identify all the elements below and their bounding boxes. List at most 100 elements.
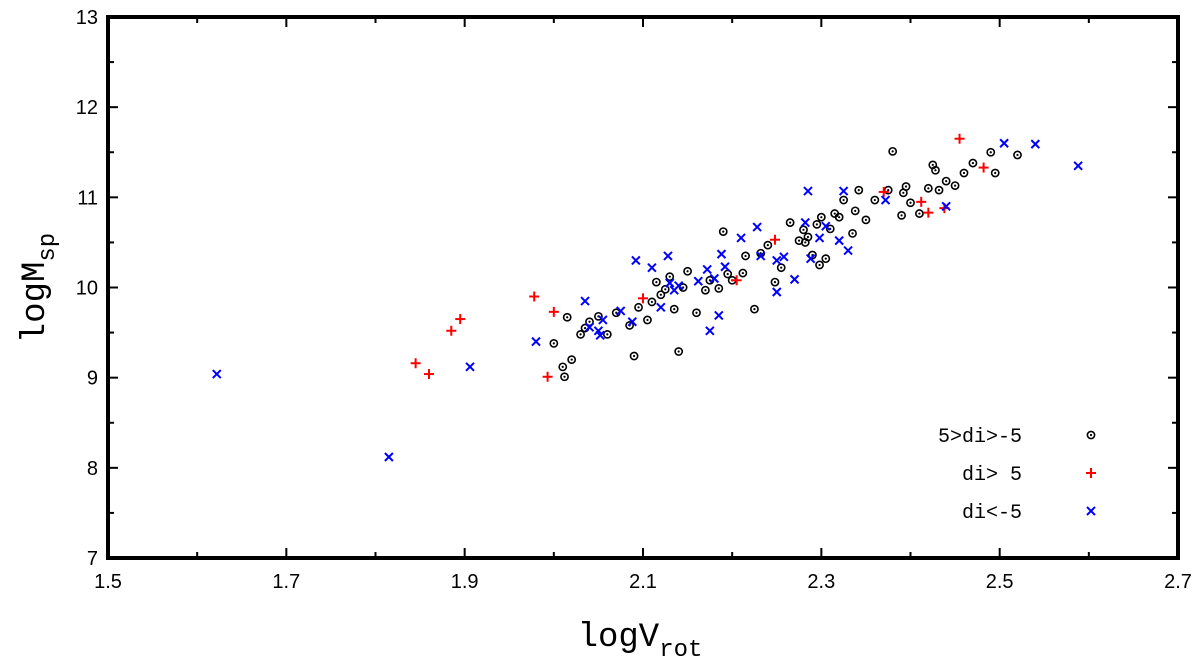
data-point — [643, 315, 652, 325]
data-point — [789, 274, 800, 285]
data-point — [803, 186, 813, 196]
data-point — [656, 290, 666, 300]
data-point — [665, 278, 675, 288]
data-point — [821, 221, 831, 231]
data-point — [465, 362, 475, 372]
legend: 5>di>-5 di> 5 di<-5 — [938, 426, 1096, 525]
data-point — [880, 195, 891, 205]
data-point — [870, 195, 880, 205]
data-point — [602, 329, 612, 339]
data-point — [816, 212, 826, 222]
data-point — [888, 146, 898, 156]
data-point — [542, 371, 553, 382]
data-point — [923, 207, 934, 218]
data-point — [769, 234, 780, 245]
data-point — [714, 310, 724, 321]
y-tick-label: 8 — [87, 458, 98, 480]
data-point — [529, 291, 540, 302]
data-point — [785, 218, 795, 227]
y-tick-label: 12 — [76, 97, 98, 119]
data-point — [850, 206, 860, 216]
y-tick-label: 7 — [87, 548, 98, 570]
data-point — [776, 263, 786, 273]
data-point — [978, 162, 989, 173]
data-point — [916, 196, 927, 207]
data-point — [803, 232, 813, 242]
x-tick-label: 1.7 — [272, 571, 300, 593]
tick-labels: 1.5 1.7 1.9 2.1 2.3 2.5 2.7 7 8 9 10 11 12 13 — [76, 7, 1192, 593]
data-point — [424, 369, 434, 380]
data-point — [656, 302, 666, 313]
data-point — [718, 227, 728, 236]
data-point — [838, 186, 849, 196]
data-point — [720, 262, 730, 272]
data-point — [800, 217, 810, 228]
data-point — [772, 255, 782, 266]
data-point — [212, 369, 222, 379]
data-point — [812, 219, 822, 229]
data-point — [693, 276, 703, 286]
data-point — [446, 325, 457, 336]
data-point — [834, 212, 844, 222]
data-point — [999, 138, 1009, 148]
y-axis-title: logMsp — [17, 233, 62, 343]
data-point — [986, 147, 996, 157]
data-point — [595, 330, 605, 340]
legend-marker — [1086, 468, 1096, 478]
data-point — [714, 284, 724, 293]
x-axis-title: logVrot — [578, 619, 703, 662]
x-tick-label: 1.5 — [94, 571, 122, 593]
data-point — [716, 249, 727, 259]
x-tick-label: 1.9 — [451, 571, 479, 593]
data-point — [705, 326, 715, 336]
data-point — [772, 287, 782, 297]
data-point — [901, 182, 911, 191]
data-point — [660, 284, 670, 294]
data-point — [631, 255, 641, 266]
data-point — [384, 452, 394, 462]
y-tick-label: 11 — [77, 187, 98, 209]
data-point — [1073, 161, 1083, 171]
data-points — [212, 133, 1083, 462]
y-tick-label: 10 — [76, 278, 98, 300]
data-point — [941, 176, 951, 186]
data-point — [915, 209, 924, 218]
data-point — [839, 195, 849, 205]
data-point — [990, 168, 1000, 178]
data-point — [805, 253, 816, 264]
data-point — [738, 268, 748, 278]
data-point — [923, 183, 933, 193]
data-point — [1013, 150, 1022, 160]
data-point — [567, 355, 577, 365]
x-tick-label: 2.7 — [1164, 571, 1192, 593]
data-point — [1030, 139, 1041, 149]
data-point — [598, 315, 608, 325]
series-1 — [549, 146, 1022, 382]
data-point — [954, 133, 965, 144]
legend-label: di> 5 — [962, 464, 1022, 487]
y-tick-label: 9 — [87, 368, 98, 390]
data-point — [683, 266, 692, 276]
data-point — [752, 222, 762, 232]
data-point — [755, 251, 766, 261]
data-point — [878, 186, 889, 197]
data-point — [934, 185, 944, 195]
data-point — [665, 272, 675, 282]
data-point — [750, 304, 759, 314]
legend-marker — [1086, 506, 1096, 516]
legend-label: di<-5 — [962, 502, 1022, 525]
data-point — [906, 198, 915, 208]
data-point — [763, 240, 773, 250]
data-point — [663, 251, 673, 261]
x-tick-label: 2.1 — [629, 571, 657, 593]
data-point — [861, 215, 871, 225]
data-point — [669, 304, 679, 314]
data-point — [848, 228, 857, 238]
data-point — [674, 347, 684, 356]
data-point — [968, 158, 978, 168]
data-point — [616, 306, 626, 316]
data-point — [673, 280, 684, 291]
data-point — [562, 312, 572, 322]
axis-ticks — [107, 16, 1179, 559]
data-point — [770, 277, 780, 287]
